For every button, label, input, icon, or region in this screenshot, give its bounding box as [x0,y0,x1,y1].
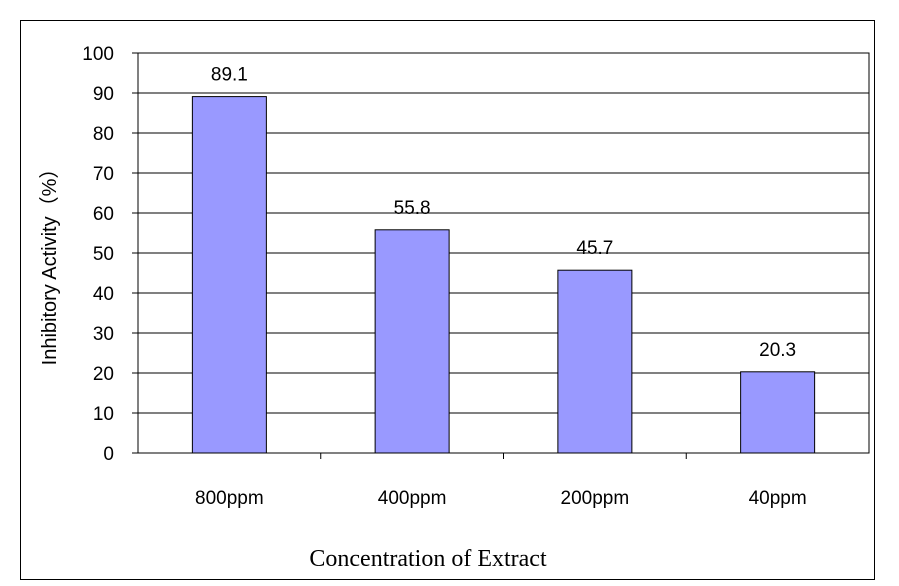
y-tick-label-100: 100 [82,44,114,65]
data-label-800ppm: 89.1 [211,65,248,86]
data-labels: 89.1 55.8 45.7 20.3 [211,65,796,361]
x-axis-label: Concentration of Extract [309,546,547,572]
bar-40ppm [740,371,816,454]
y-tick-label-90: 90 [93,84,114,105]
y-axis-ticks: 0 10 20 30 40 50 60 70 80 90 100 [82,44,138,465]
bar-400ppm [374,229,450,454]
y-tick-label-30: 30 [93,324,114,345]
y-tick-label-50: 50 [93,244,114,265]
y-tick-label-10: 10 [93,404,114,425]
data-label-400ppm: 55.8 [394,198,431,219]
x-tick-label-800ppm: 800ppm [195,488,264,509]
plot-area-border [137,52,870,454]
y-tick-label-0: 0 [103,444,114,465]
y-axis-label: Inhibitory Activity（%） [38,159,61,366]
y-tick-label-70: 70 [93,164,114,185]
data-label-200ppm: 45.7 [576,238,613,259]
y-tick-label-20: 20 [93,364,114,385]
y-tick-label-40: 40 [93,284,114,305]
x-tick-label-400ppm: 400ppm [378,488,447,509]
x-axis-ticks: 800ppm 400ppm 200ppm 40ppm [195,453,807,509]
bars [191,96,816,454]
y-tick-label-60: 60 [93,204,114,225]
data-label-40ppm: 20.3 [759,340,796,361]
x-tick-label-200ppm: 200ppm [561,488,630,509]
x-tick-label-40ppm: 40ppm [749,488,807,509]
bar-200ppm [557,269,633,454]
bar-800ppm [191,96,267,454]
y-tick-label-80: 80 [93,124,114,145]
